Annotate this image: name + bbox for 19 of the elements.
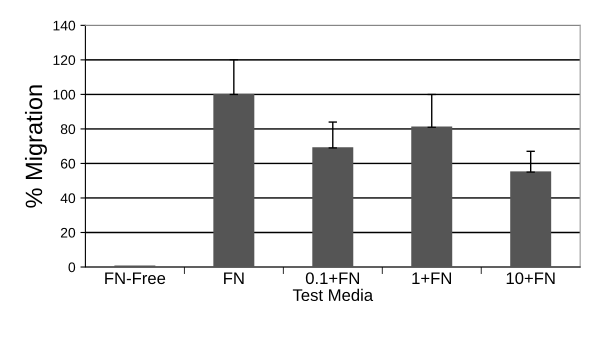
x-tick-label: 0.1+FN: [306, 272, 359, 284]
y-axis-title: % Migration: [24, 85, 47, 208]
x-axis-title: Test Media: [292, 288, 374, 302]
y-tick-label: 0: [68, 262, 76, 272]
y-tick-label: 60: [60, 158, 76, 169]
x-tick-label: FN-Free: [105, 272, 166, 284]
x-tick-label: 10+FN: [506, 272, 555, 284]
y-tick-label: 40: [60, 193, 76, 204]
y-tick-label: 120: [54, 55, 76, 66]
bar: [510, 171, 552, 268]
x-tick-label: 1+FN: [412, 272, 451, 284]
y-tick-label: 20: [60, 228, 76, 238]
bar: [213, 94, 254, 268]
y-tick-label: 80: [60, 124, 76, 134]
y-tick-label: 100: [54, 90, 76, 100]
bar: [411, 126, 452, 268]
y-tick-label: 140: [54, 20, 76, 31]
x-tick-label: FN: [224, 272, 244, 284]
bar: [312, 147, 354, 268]
